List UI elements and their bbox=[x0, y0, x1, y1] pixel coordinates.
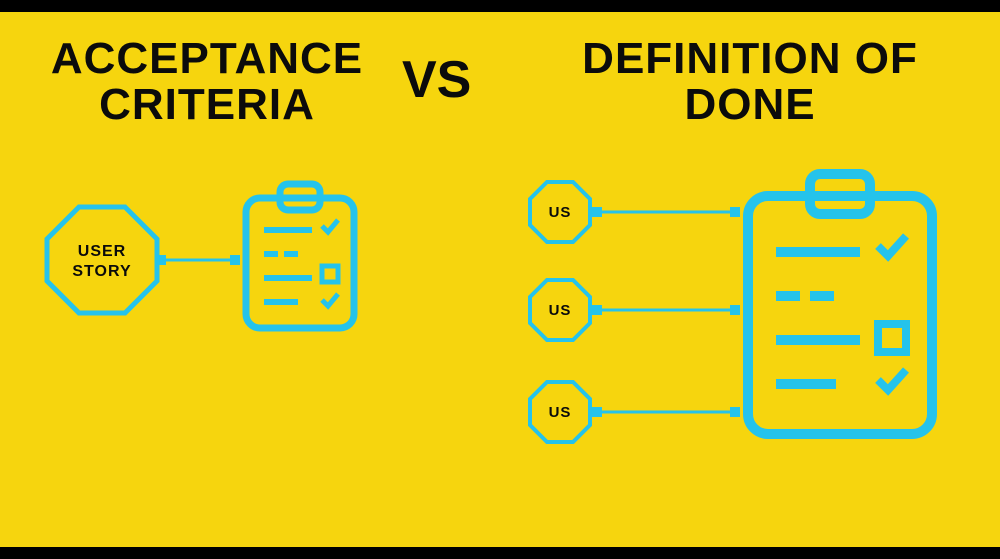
us-octagon-1: US bbox=[530, 182, 590, 242]
diagram-canvas: ACCEPTANCE CRITERIA VS DEFINITION OF DON… bbox=[0, 12, 1000, 547]
right-diagram: US US US bbox=[0, 12, 1000, 547]
connector-right-3 bbox=[592, 407, 740, 417]
connector-right-2 bbox=[592, 305, 740, 315]
us-label-1: US bbox=[549, 204, 572, 221]
us-label-2: US bbox=[549, 302, 572, 319]
clipboard-right-icon bbox=[748, 174, 932, 434]
us-label-3: US bbox=[549, 404, 572, 421]
us-octagon-2: US bbox=[530, 280, 590, 340]
connector-right-1 bbox=[592, 207, 740, 217]
us-octagon-3: US bbox=[530, 382, 590, 442]
